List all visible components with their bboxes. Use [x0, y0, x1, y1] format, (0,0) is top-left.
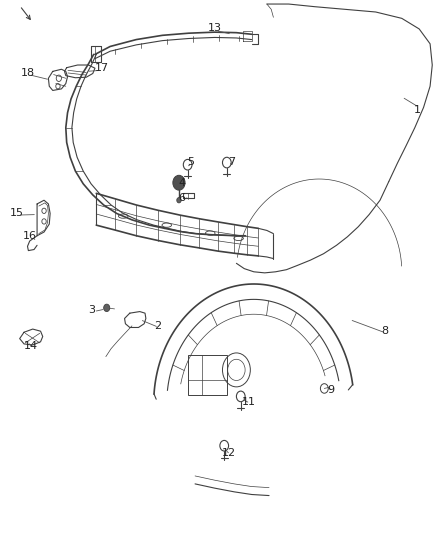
Text: 6: 6 [179, 192, 186, 203]
Text: 9: 9 [328, 384, 335, 394]
Text: 15: 15 [10, 208, 24, 219]
Text: 14: 14 [24, 341, 38, 351]
Text: 4: 4 [178, 177, 186, 188]
Circle shape [177, 198, 181, 203]
Text: 7: 7 [229, 157, 236, 166]
Text: 2: 2 [155, 321, 162, 331]
Text: 1: 1 [413, 105, 420, 115]
Circle shape [104, 304, 110, 312]
Text: 8: 8 [381, 326, 388, 336]
Text: 5: 5 [187, 157, 194, 166]
Text: 12: 12 [222, 448, 236, 458]
Text: 16: 16 [23, 231, 37, 241]
Bar [187, 355, 227, 395]
Circle shape [173, 175, 185, 190]
Text: 18: 18 [21, 68, 35, 78]
Text: 3: 3 [88, 305, 95, 315]
Text: 17: 17 [95, 63, 109, 72]
Text: 11: 11 [242, 397, 256, 407]
Text: 13: 13 [208, 23, 222, 33]
